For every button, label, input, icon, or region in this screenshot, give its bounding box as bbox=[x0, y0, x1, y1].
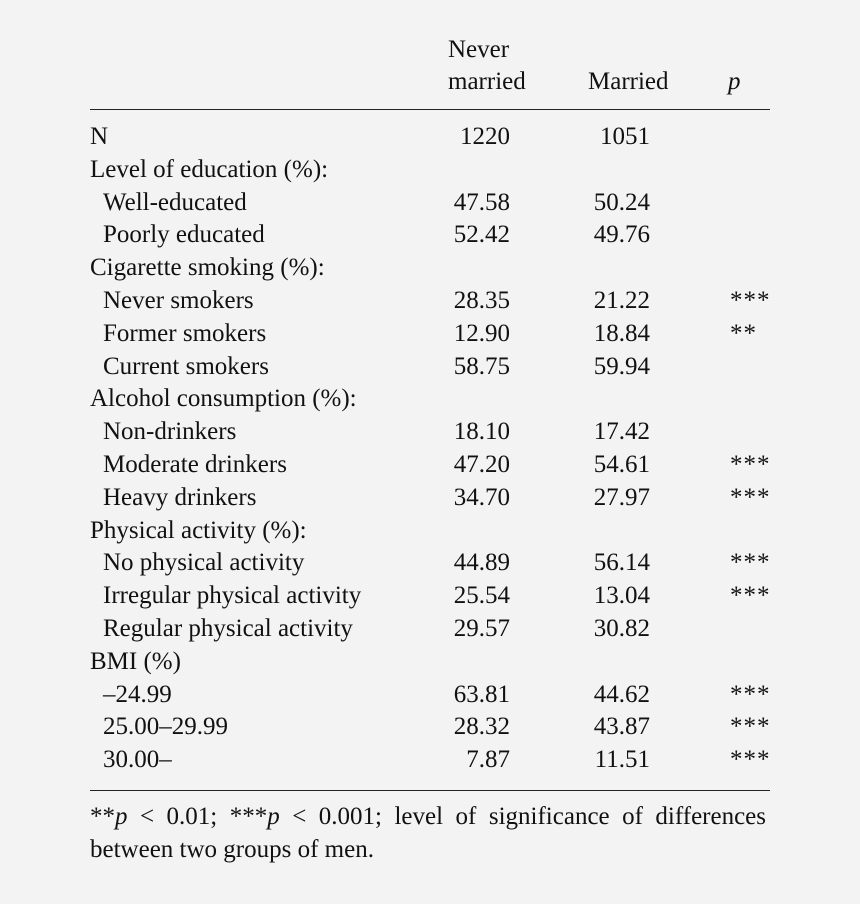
table-row: Never smokers 28.35 21.22 *** bbox=[90, 285, 770, 318]
never-married-value: 29.57 bbox=[453, 614, 510, 642]
married-value: 30.82 bbox=[593, 614, 650, 642]
significance-value: *** bbox=[730, 582, 771, 610]
table-header: Never married Married p bbox=[90, 34, 770, 104]
table-row: Regular physical activity 29.57 30.82 bbox=[90, 613, 770, 646]
married-value: 17.42 bbox=[593, 418, 650, 446]
never-married-value: 28.35 bbox=[453, 286, 510, 314]
row-label: Well-educated bbox=[103, 188, 247, 216]
married-value: 50.24 bbox=[593, 188, 650, 216]
table-row: Current smokers 58.75 59.94 bbox=[90, 351, 770, 384]
row-label: Regular physical activity bbox=[103, 614, 353, 642]
header-p: p bbox=[728, 68, 741, 95]
row-label: No physical activity bbox=[103, 549, 305, 577]
row-label: Poorly educated bbox=[103, 221, 265, 249]
married-value: 1051 bbox=[600, 123, 650, 150]
row-label: –24.99 bbox=[103, 680, 172, 708]
footer-rule bbox=[90, 790, 770, 791]
row-label: Former smokers bbox=[103, 319, 267, 347]
married-value: 54.61 bbox=[593, 450, 650, 478]
footnote-p-2: p bbox=[267, 803, 280, 830]
significance-value: *** bbox=[730, 549, 771, 577]
row-label: BMI (%) bbox=[90, 647, 181, 675]
married-value: 11.51 bbox=[594, 746, 650, 774]
significance-value: ** bbox=[730, 319, 757, 347]
never-married-value: 18.10 bbox=[453, 418, 510, 446]
row-label: Alcohol consumption (%): bbox=[90, 385, 357, 413]
table-row: Moderate drinkers 47.20 54.61 *** bbox=[90, 449, 770, 482]
table-row: Cigarette smoking (%): bbox=[90, 252, 770, 285]
significance-value: *** bbox=[730, 680, 771, 708]
significance-value: *** bbox=[730, 286, 771, 314]
married-value: 49.76 bbox=[593, 221, 650, 249]
table-row: Level of education (%): bbox=[90, 154, 770, 187]
table-row: BMI (%) bbox=[90, 646, 770, 679]
header-never-line2: married bbox=[448, 68, 526, 95]
footnote: **p < 0.01; ***p < 0.001; level of signi… bbox=[90, 800, 766, 866]
table-row: Heavy drinkers 34.70 27.97 *** bbox=[90, 482, 770, 515]
significance-value: *** bbox=[730, 450, 771, 478]
row-label: Non-drinkers bbox=[103, 418, 237, 446]
row-label: Physical activity (%): bbox=[90, 516, 307, 544]
row-label: Cigarette smoking (%): bbox=[90, 254, 325, 282]
never-married-value: 12.90 bbox=[453, 319, 510, 347]
significance-value: *** bbox=[730, 483, 771, 511]
married-value: 21.22 bbox=[593, 286, 650, 314]
header-never-married: Never married bbox=[448, 34, 526, 98]
never-married-value: 28.32 bbox=[453, 713, 510, 741]
footnote-p-1: p bbox=[115, 803, 128, 830]
footnote-text-1: < 0.01; bbox=[127, 803, 230, 830]
header-married: Married bbox=[588, 68, 669, 95]
table-row: Non-drinkers 18.10 17.42 bbox=[90, 416, 770, 449]
significance-value: *** bbox=[730, 713, 771, 741]
table-body: N 1220 1051 Level of education (%): Well-edu… bbox=[90, 121, 770, 777]
footnote-text-2: < 0.001; level of significance of differ… bbox=[90, 803, 767, 863]
married-value: 59.94 bbox=[593, 352, 650, 380]
row-label: Level of education (%): bbox=[90, 155, 329, 183]
row-label: Moderate drinkers bbox=[103, 450, 287, 478]
table-row: 30.00– 7.87 11.51 *** bbox=[90, 744, 770, 777]
never-married-value: 47.58 bbox=[453, 188, 510, 216]
row-label: Irregular physical activity bbox=[103, 582, 362, 610]
married-value: 43.87 bbox=[593, 713, 650, 741]
footnote-stars-1: ** bbox=[90, 803, 115, 830]
never-married-value: 34.70 bbox=[453, 483, 510, 511]
row-label: Never smokers bbox=[103, 286, 254, 314]
never-married-value: 47.20 bbox=[453, 450, 510, 478]
married-value: 27.97 bbox=[593, 483, 650, 511]
table-row: –24.99 63.81 44.62 *** bbox=[90, 679, 770, 712]
row-label: Heavy drinkers bbox=[103, 483, 257, 511]
never-married-value: 58.75 bbox=[453, 352, 510, 380]
table-row: Irregular physical activity 25.54 13.04 *** bbox=[90, 580, 770, 613]
table-row: Poorly educated 52.42 49.76 bbox=[90, 219, 770, 252]
table-row: No physical activity 44.89 56.14 *** bbox=[90, 547, 770, 580]
table-row: Alcohol consumption (%): bbox=[90, 383, 770, 416]
never-married-value: 7.87 bbox=[466, 746, 510, 774]
never-married-value: 52.42 bbox=[453, 221, 510, 249]
never-married-value: 25.54 bbox=[453, 582, 510, 610]
row-label: 30.00– bbox=[103, 746, 172, 774]
table-row: Physical activity (%): bbox=[90, 515, 770, 548]
significance-value: *** bbox=[730, 746, 771, 774]
footnote-stars-2: *** bbox=[229, 803, 268, 830]
header-rule bbox=[90, 109, 770, 110]
married-value: 56.14 bbox=[593, 549, 650, 577]
married-value: 18.84 bbox=[593, 319, 650, 347]
never-married-value: 63.81 bbox=[453, 680, 510, 708]
row-label: N bbox=[90, 123, 109, 150]
table-row: N 1220 1051 bbox=[90, 121, 770, 154]
header-never-line1: Never bbox=[448, 36, 510, 63]
table-row: Well-educated 47.58 50.24 bbox=[90, 187, 770, 220]
row-label: Current smokers bbox=[103, 352, 269, 380]
table-row: 25.00–29.99 28.32 43.87 *** bbox=[90, 711, 770, 744]
married-value: 13.04 bbox=[593, 582, 650, 610]
never-married-value: 1220 bbox=[460, 123, 510, 150]
married-value: 44.62 bbox=[593, 680, 650, 708]
table-row: Former smokers 12.90 18.84 ** bbox=[90, 318, 770, 351]
never-married-value: 44.89 bbox=[453, 549, 510, 577]
row-label: 25.00–29.99 bbox=[103, 713, 228, 741]
